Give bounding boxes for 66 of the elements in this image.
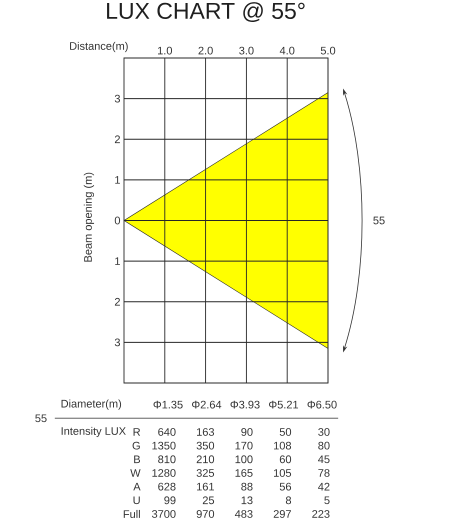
data-label: 90 bbox=[241, 428, 253, 436]
data-label: 1350 bbox=[152, 442, 176, 450]
data-label: 105 bbox=[274, 469, 292, 477]
data-label: 165 bbox=[236, 469, 253, 477]
data-label: 45 bbox=[318, 455, 330, 464]
data-label: 210 bbox=[196, 455, 214, 464]
data-label: 3700 bbox=[152, 510, 176, 518]
x-tick-label: 5.0 bbox=[320, 46, 336, 54]
data-label: 483 bbox=[234, 510, 253, 518]
y-tick-label: 0 bbox=[114, 216, 120, 224]
data-label: 108 bbox=[274, 442, 292, 450]
data-label: 99 bbox=[164, 496, 176, 504]
text: G bbox=[132, 442, 140, 450]
data-label: 60 bbox=[280, 455, 292, 464]
category-label: Φ5.21 bbox=[269, 400, 298, 409]
x-tick-label: 1.0 bbox=[158, 46, 172, 54]
text: Diameter(m) bbox=[62, 400, 122, 410]
data-label: 100 bbox=[236, 455, 253, 464]
x-axis-title: Distance(m) bbox=[70, 42, 128, 52]
data-label: 628 bbox=[158, 482, 176, 491]
y-tick-label: 2 bbox=[114, 135, 120, 144]
data-label: 56 bbox=[280, 482, 292, 491]
data-label: 161 bbox=[197, 482, 214, 491]
text: B bbox=[134, 456, 140, 464]
data-label: 325 bbox=[196, 469, 214, 477]
data-label: 25 bbox=[202, 496, 214, 504]
text: Full bbox=[124, 510, 140, 518]
chart-title: LUX CHART @ 55° bbox=[107, 2, 305, 22]
data-label: 297 bbox=[274, 510, 291, 518]
category-label: Φ1.35 bbox=[154, 400, 183, 409]
category-label: Φ2.64 bbox=[192, 400, 222, 409]
data-label: 13 bbox=[242, 496, 253, 504]
y-tick-label: 2 bbox=[114, 298, 120, 306]
data-label: 810 bbox=[158, 455, 176, 464]
data-label: 1280 bbox=[152, 469, 176, 477]
data-label: 50 bbox=[280, 428, 292, 436]
data-label: 80 bbox=[318, 442, 330, 450]
x-tick-label: 3.0 bbox=[239, 46, 254, 54]
data-label: 88 bbox=[241, 482, 253, 491]
data-label: 350 bbox=[196, 442, 214, 450]
y-tick-label: 3 bbox=[114, 94, 120, 103]
y-tick-label: 3 bbox=[114, 338, 120, 346]
data-label: 640 bbox=[158, 428, 176, 436]
data-label: 30 bbox=[318, 428, 330, 436]
text: A bbox=[133, 482, 141, 490]
data-label: 163 bbox=[197, 428, 214, 436]
y-tick-label: 1 bbox=[115, 176, 120, 184]
y-axis-title: Beam opening (m) bbox=[84, 172, 94, 262]
data-label: 5 bbox=[324, 496, 330, 504]
data-label: 42 bbox=[318, 482, 330, 490]
category-label: Φ6.50 bbox=[308, 400, 337, 409]
data-label: 970 bbox=[196, 510, 214, 518]
text: Intensity LUX bbox=[62, 426, 126, 438]
data-label: 223 bbox=[312, 510, 330, 518]
x-tick-label: 2.0 bbox=[198, 46, 213, 54]
data-label: 78 bbox=[318, 469, 330, 477]
x-tick-label: 4.0 bbox=[280, 46, 294, 54]
text: R bbox=[134, 428, 140, 436]
text: 55 bbox=[35, 414, 47, 422]
text: U bbox=[134, 496, 140, 504]
category-label: Φ3.93 bbox=[230, 400, 260, 409]
data-label: 170 bbox=[236, 442, 253, 450]
text: 55 bbox=[373, 216, 385, 224]
data-label: 8 bbox=[286, 496, 292, 504]
y-tick-label: 1 bbox=[115, 257, 120, 265]
text: W bbox=[130, 469, 141, 477]
